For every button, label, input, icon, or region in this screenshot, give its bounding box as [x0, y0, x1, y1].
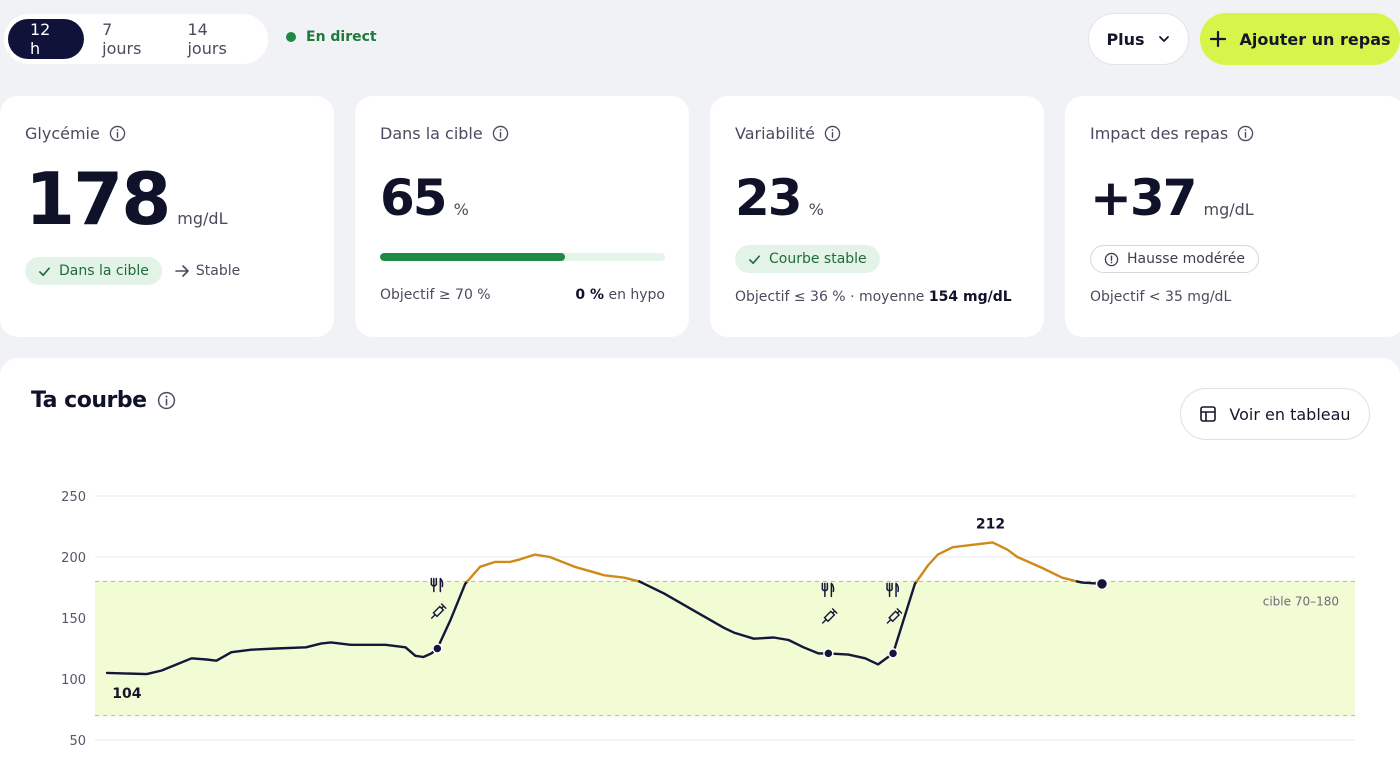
- add-meal-label: Ajouter un repas: [1239, 29, 1391, 49]
- glycemia-trend: Stable: [195, 263, 241, 279]
- tab-14-days[interactable]: 14 jours: [187, 20, 227, 58]
- min-value-label: 104: [112, 686, 141, 702]
- trend-indicator: Stable: [174, 263, 240, 279]
- y-tick-label: 100: [61, 673, 86, 688]
- y-tick-label: 50: [69, 734, 86, 749]
- in-target-progress-bar: [380, 253, 665, 261]
- glycemia-unit: mg/dL: [177, 209, 228, 228]
- chart-title: Ta courbe: [31, 388, 147, 413]
- info-icon[interactable]: [109, 125, 126, 142]
- meal-icon: [886, 582, 900, 598]
- syringe-needle: [822, 608, 838, 624]
- alert-circle-icon: [1104, 252, 1119, 266]
- glucose-chart-card: Ta courbe Voir en tableau 250 200 150 100 50…: [0, 358, 1400, 781]
- y-tick-label: 200: [61, 551, 86, 566]
- plus-icon: [1210, 30, 1227, 48]
- hypo-label: en hypo: [608, 287, 665, 303]
- hypo-value: 0 %: [575, 287, 604, 303]
- y-tick-label: 150: [61, 612, 86, 627]
- meal-impact-goal: Objectif < 35 mg/dL: [1090, 289, 1232, 305]
- variability-goal: Objectif ≤ 36 % · moyenne: [735, 289, 925, 305]
- target-range-label: cible 70–180: [1263, 594, 1339, 608]
- meal-impact-title: Impact des repas: [1090, 124, 1229, 143]
- event-dot: [823, 648, 834, 659]
- glucose-line-high: [915, 541, 1079, 583]
- meal-impact-value: +37: [1090, 169, 1197, 227]
- fork-knife-path: [821, 582, 835, 598]
- glycemia-card: Glycémie 178 mg/dL Dans la cible Stable: [0, 96, 334, 337]
- check-icon: [39, 266, 50, 276]
- glucose-line-in-range: [1075, 580, 1104, 586]
- syringe-icon: [430, 603, 447, 619]
- meal-icon: [821, 582, 835, 598]
- glucose-line-chart: 250 200 150 100 50 cible 70–180 104 212: [61, 490, 1355, 749]
- info-icon[interactable]: [157, 391, 176, 410]
- meal-icon: [430, 577, 444, 593]
- add-meal-button[interactable]: Ajouter un repas: [1200, 13, 1400, 65]
- tab-12h[interactable]: 12 h: [8, 19, 85, 59]
- chevron-down-icon: [1158, 36, 1169, 42]
- live-dot-icon: [286, 32, 296, 42]
- variability-value: 23: [735, 169, 803, 227]
- arrow-right-icon: [175, 265, 189, 277]
- glucose-line-in-range: [638, 580, 918, 666]
- variability-status: Courbe stable: [769, 251, 867, 267]
- live-label: En direct: [306, 29, 377, 45]
- glycemia-value: 178: [25, 157, 171, 241]
- in-target-goal: Objectif ≥ 70 %: [380, 287, 491, 303]
- syringe-needle: [886, 608, 903, 624]
- y-tick-label: 250: [61, 490, 86, 505]
- meal-impact-card: Impact des repas +37 mg/dL Hausse modéré…: [1065, 96, 1400, 337]
- fork-knife-path: [886, 582, 900, 598]
- variability-unit: %: [808, 200, 824, 219]
- fork-knife-path: [430, 577, 444, 593]
- in-target-unit: %: [453, 200, 469, 219]
- info-icon[interactable]: [1237, 125, 1254, 142]
- view-table-button[interactable]: Voir en tableau: [1180, 388, 1370, 440]
- variability-title: Variabilité: [735, 124, 815, 143]
- tab-7-days[interactable]: 7 jours: [102, 20, 142, 58]
- in-target-value: 65: [380, 169, 448, 227]
- max-value-label: 212: [976, 516, 1005, 532]
- more-label: Plus: [1106, 29, 1145, 49]
- check-icon: [749, 254, 760, 264]
- meal-impact-unit: mg/dL: [1203, 200, 1254, 219]
- table-icon: [1200, 406, 1217, 422]
- view-table-label: Voir en tableau: [1229, 404, 1351, 424]
- syringe-icon: [886, 608, 903, 624]
- progress-fill: [380, 253, 566, 261]
- glycemia-title: Glycémie: [25, 124, 100, 143]
- info-icon[interactable]: [492, 125, 509, 142]
- variability-card: Variabilité 23 % Courbe stable Objectif …: [710, 96, 1044, 337]
- in-target-card: Dans la cible 65 % Objectif ≥ 70 % 0 % e…: [355, 96, 689, 337]
- live-indicator: En direct: [286, 29, 377, 45]
- glucose-line-high: [466, 553, 641, 583]
- event-dot: [887, 648, 899, 659]
- status-badge: Dans la cible: [25, 257, 162, 285]
- status-badge: Courbe stable: [735, 245, 880, 273]
- current-value-dot: [1095, 577, 1109, 591]
- in-target-title: Dans la cible: [380, 124, 483, 143]
- range-selector: 12 h 7 jours 14 jours: [4, 14, 268, 64]
- info-icon[interactable]: [824, 125, 841, 142]
- mean-value: 154 mg/dL: [928, 289, 1012, 305]
- meal-impact-status: Hausse modérée: [1127, 251, 1246, 267]
- glycemia-status: Dans la cible: [59, 263, 149, 279]
- event-dot: [432, 643, 443, 654]
- status-badge: Hausse modérée: [1090, 245, 1260, 273]
- syringe-needle: [430, 603, 447, 619]
- syringe-icon: [822, 608, 838, 624]
- more-button[interactable]: Plus: [1088, 13, 1189, 65]
